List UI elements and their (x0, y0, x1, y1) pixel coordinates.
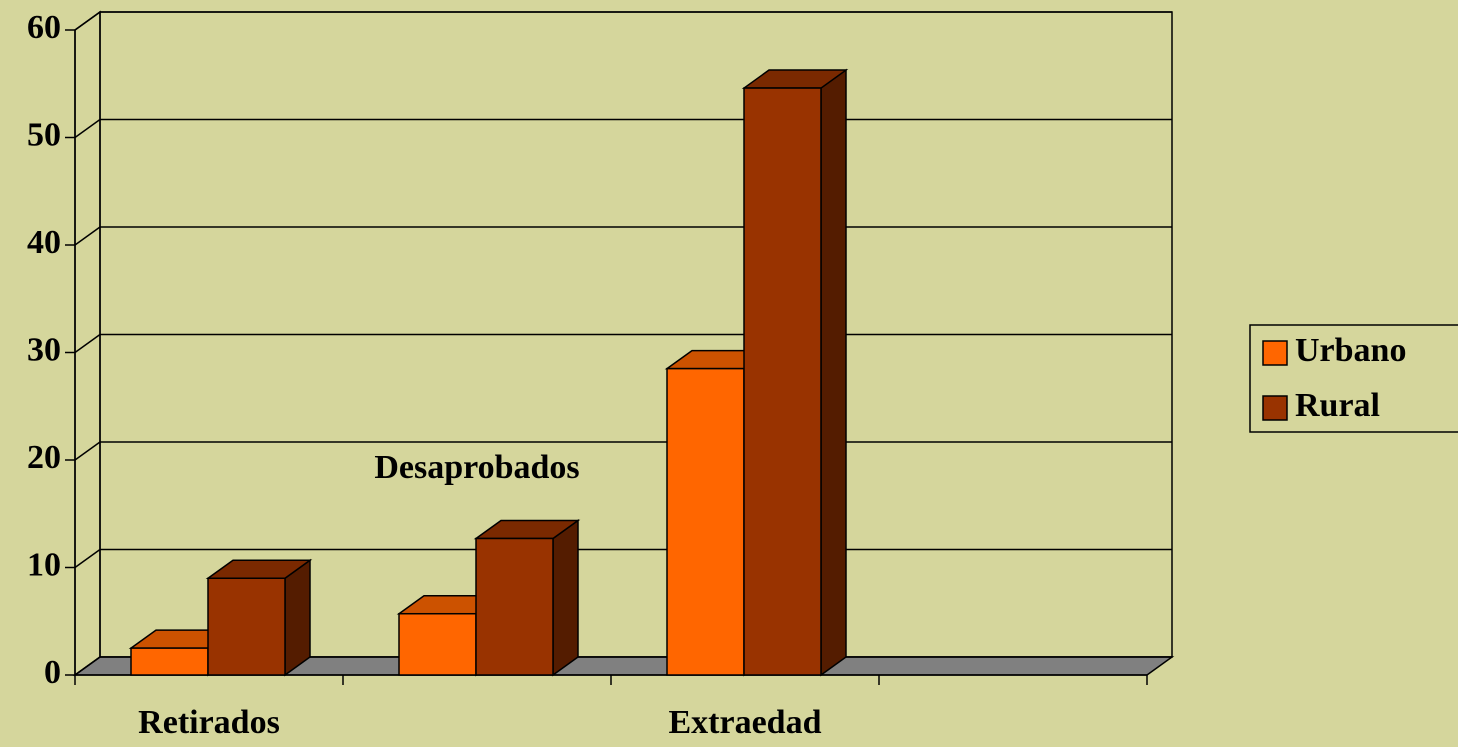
bar-front (475, 537, 554, 676)
legend-swatch (1262, 340, 1288, 366)
y-tick-label: 40 (27, 224, 61, 261)
grid-line (74, 441, 101, 461)
grid-line (74, 656, 101, 676)
bar-front (130, 647, 209, 676)
grid-line (74, 11, 101, 31)
grid-line (74, 333, 101, 354)
bar-front (398, 612, 477, 676)
bar-side (820, 68, 847, 677)
grid-line (74, 548, 101, 569)
legend-swatch (1262, 395, 1288, 421)
y-tick-label: 0 (44, 654, 61, 691)
bar-side (284, 558, 311, 677)
y-tick-label: 10 (27, 546, 61, 583)
bar (473, 519, 581, 677)
legend-label: Urbano (1295, 332, 1406, 369)
bar-front (743, 87, 822, 676)
bar-side (552, 519, 579, 677)
x-tick-label: Extraedad (669, 704, 822, 741)
bar-front (666, 367, 745, 676)
x-tick-label: Retirados (138, 704, 280, 741)
bar-front (207, 577, 286, 676)
legend (1249, 324, 1458, 433)
y-tick-label: 60 (27, 9, 61, 46)
x-tick-label: Desaprobados (374, 449, 579, 486)
y-tick-label: 30 (27, 331, 61, 368)
grid-line (74, 118, 101, 139)
y-tick-label: 20 (27, 439, 61, 476)
y-tick-label: 50 (27, 116, 61, 153)
legend-label: Rural (1295, 387, 1380, 424)
bar (205, 558, 313, 677)
grid-line (74, 226, 101, 246)
bar (741, 68, 849, 677)
